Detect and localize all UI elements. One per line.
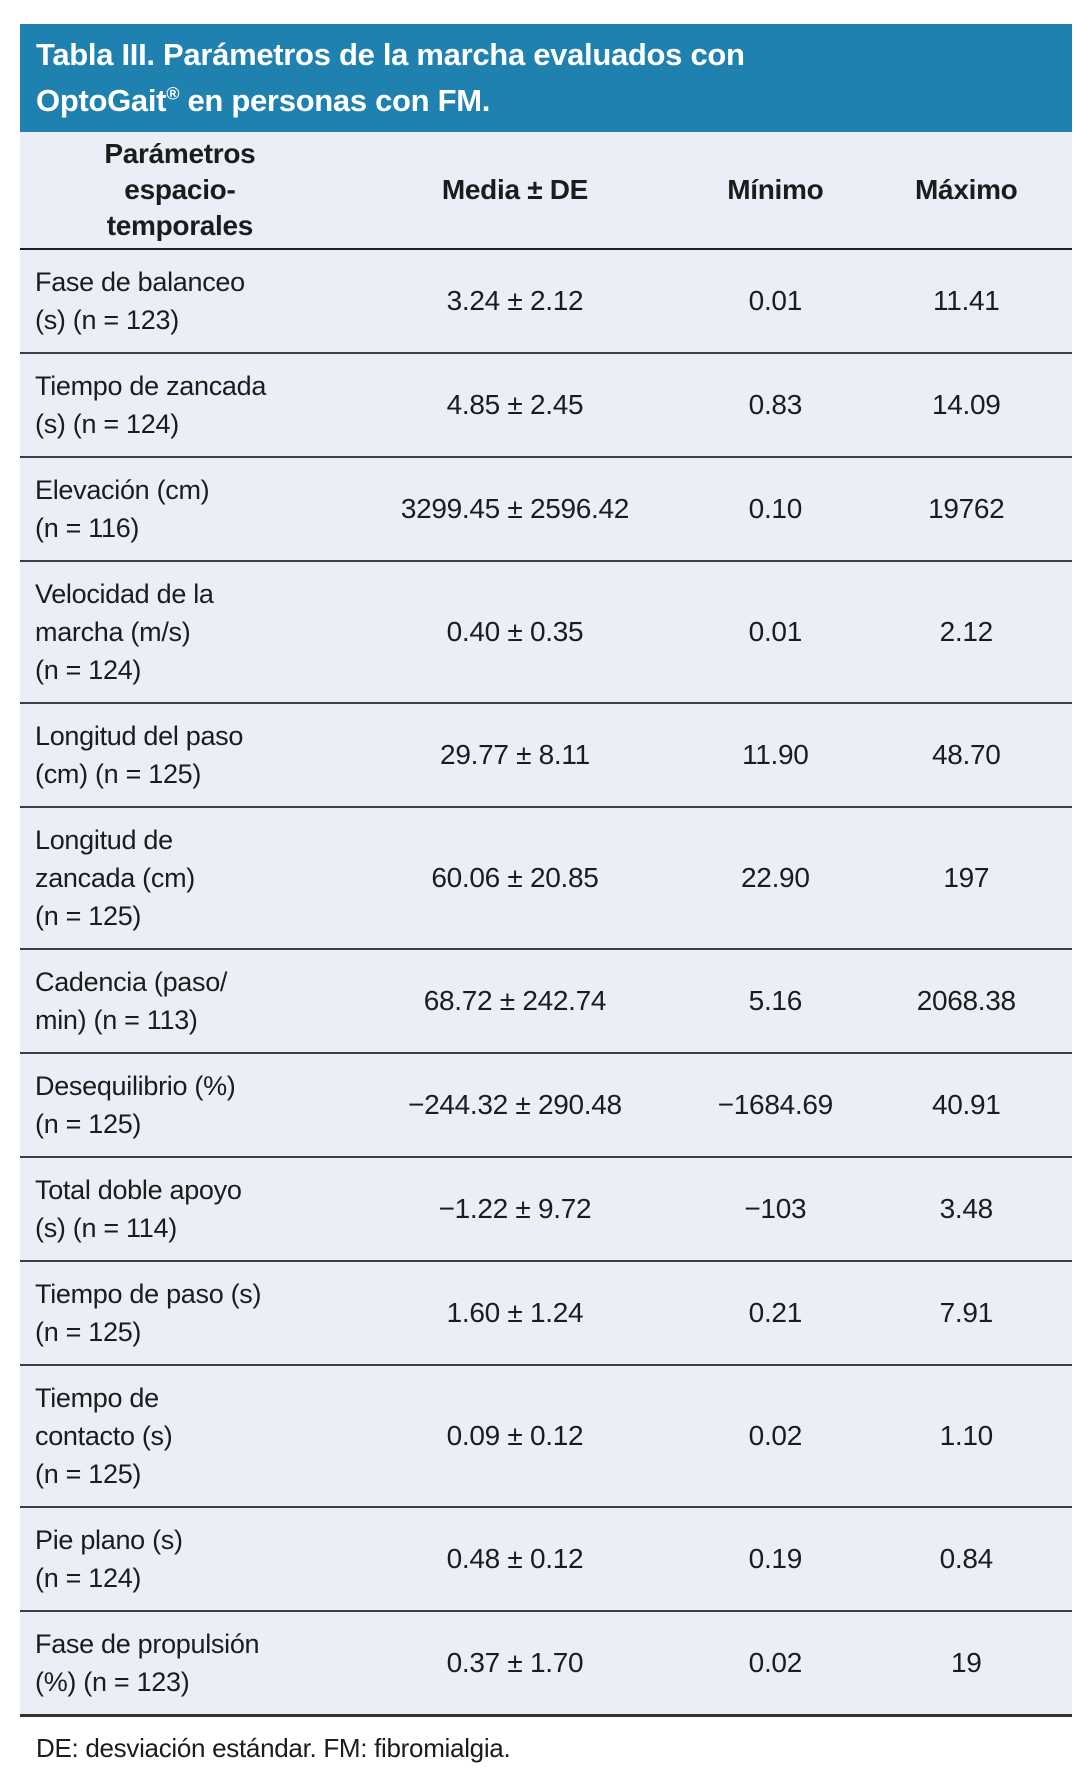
maximo-value: 0.84 (860, 1507, 1072, 1612)
table-row: Pie plano (s) (n = 124) 0.48 ± 0.12 0.19 0.… (20, 1507, 1072, 1612)
row-label: Tiempo de paso (s) (n = 125) (20, 1261, 340, 1366)
table-row: Total doble apoyo (s) (n = 114) −1.22 ± 9… (20, 1157, 1072, 1262)
minimo-value: 0.10 (690, 457, 861, 562)
media-de-value: −1.22 ± 9.72 (339, 1157, 691, 1262)
media-de-value: 3.24 ± 2.12 (339, 249, 691, 354)
minimo-value: 0.19 (690, 1507, 861, 1612)
table-row: Velocidad de la marcha (m/s) (n = 124) 0.… (20, 561, 1072, 704)
minimo-value: 0.02 (690, 1365, 861, 1508)
row-label: Tiempo de contacto (s) (n = 125) (20, 1365, 340, 1508)
table-title-rest: en personas con FM. (179, 83, 491, 118)
row-label: Desequilibrio (%) (n = 125) (20, 1053, 340, 1158)
media-de-value: 0.37 ± 1.70 (339, 1611, 691, 1717)
row-label: Velocidad de la marcha (m/s) (n = 124) (20, 561, 340, 704)
media-de-value: −244.32 ± 290.48 (339, 1053, 691, 1158)
table-row: Desequilibrio (%) (n = 125) −244.32 ± 290… (20, 1053, 1072, 1158)
column-header-minimo: Mínimo (690, 132, 861, 250)
row-label: Fase de propulsión (%) (n = 123) (20, 1611, 340, 1717)
table-row: Longitud de zancada (cm) (n = 125) 60.06 … (20, 807, 1072, 950)
row-label: Tiempo de zancada (s) (n = 124) (20, 353, 340, 458)
media-de-value: 29.77 ± 8.11 (339, 703, 691, 808)
row-label: Total doble apoyo (s) (n = 114) (20, 1157, 340, 1262)
media-de-value: 3299.45 ± 2596.42 (339, 457, 691, 562)
maximo-value: 2068.38 (860, 949, 1072, 1054)
column-header-media-de: Media ± DE (339, 132, 691, 250)
minimo-value: 0.83 (690, 353, 861, 458)
minimo-value: 0.02 (690, 1611, 861, 1717)
table-row: Elevación (cm) (n = 116) 3299.45 ± 2596.4… (20, 457, 1072, 562)
table-row: Longitud del paso (cm) (n = 125) 29.77 ± … (20, 703, 1072, 808)
table-title-text: Tabla III. Parámetros de la marcha evalu… (36, 37, 745, 118)
minimo-value: −103 (690, 1157, 861, 1262)
maximo-value: 11.41 (860, 249, 1072, 354)
row-label: Longitud de zancada (cm) (n = 125) (20, 807, 340, 950)
minimo-value: 22.90 (690, 807, 861, 950)
column-header-parametros: Parámetros espacio- temporales (20, 132, 340, 250)
media-de-value: 4.85 ± 2.45 (339, 353, 691, 458)
table-card: Tabla III. Parámetros de la marcha evalu… (20, 24, 1072, 1717)
table-row: Tiempo de contacto (s) (n = 125) 0.09 ± 0… (20, 1365, 1072, 1508)
maximo-value: 40.91 (860, 1053, 1072, 1158)
table-row: Tiempo de paso (s) (n = 125) 1.60 ± 1.24 0… (20, 1261, 1072, 1366)
media-de-value: 60.06 ± 20.85 (339, 807, 691, 950)
table-row: Fase de balanceo (s) (n = 123) 3.24 ± 2.1… (20, 249, 1072, 354)
table-row: Cadencia (paso/ min) (n = 113) 68.72 ± 24… (20, 949, 1072, 1054)
row-label: Pie plano (s) (n = 124) (20, 1507, 340, 1612)
maximo-value: 1.10 (860, 1365, 1072, 1508)
minimo-value: 11.90 (690, 703, 861, 808)
media-de-value: 1.60 ± 1.24 (339, 1261, 691, 1366)
minimo-value: 5.16 (690, 949, 861, 1054)
parameters-table: Parámetros espacio- temporales Media ± D… (20, 132, 1072, 1717)
table-footnote: DE: desviación estándar. FM: fibromialgi… (36, 1733, 511, 1763)
maximo-value: 19 (860, 1611, 1072, 1717)
table-row: Fase de propulsión (%) (n = 123) 0.37 ± 1… (20, 1611, 1072, 1717)
maximo-value: 7.91 (860, 1261, 1072, 1366)
media-de-value: 0.40 ± 0.35 (339, 561, 691, 704)
column-header-maximo: Máximo (860, 132, 1072, 250)
row-label: Fase de balanceo (s) (n = 123) (20, 249, 340, 354)
media-de-value: 0.09 ± 0.12 (339, 1365, 691, 1508)
table-body: Fase de balanceo (s) (n = 123) 3.24 ± 2.1… (20, 249, 1072, 1717)
row-label: Cadencia (paso/ min) (n = 113) (20, 949, 340, 1054)
header-row: Parámetros espacio- temporales Media ± D… (20, 132, 1072, 250)
row-label: Longitud del paso (cm) (n = 125) (20, 703, 340, 808)
minimo-value: 0.21 (690, 1261, 861, 1366)
registered-trademark-icon: ® (166, 83, 180, 104)
maximo-value: 48.70 (860, 703, 1072, 808)
maximo-value: 197 (860, 807, 1072, 950)
maximo-value: 14.09 (860, 353, 1072, 458)
media-de-value: 0.48 ± 0.12 (339, 1507, 691, 1612)
table-row: Tiempo de zancada (s) (n = 124) 4.85 ± 2.… (20, 353, 1072, 458)
table-title-banner: Tabla III. Parámetros de la marcha evalu… (20, 24, 1072, 132)
minimo-value: 0.01 (690, 561, 861, 704)
media-de-value: 68.72 ± 242.74 (339, 949, 691, 1054)
maximo-value: 2.12 (860, 561, 1072, 704)
maximo-value: 3.48 (860, 1157, 1072, 1262)
maximo-value: 19762 (860, 457, 1072, 562)
minimo-value: 0.01 (690, 249, 861, 354)
minimo-value: −1684.69 (690, 1053, 861, 1158)
row-label: Elevación (cm) (n = 116) (20, 457, 340, 562)
